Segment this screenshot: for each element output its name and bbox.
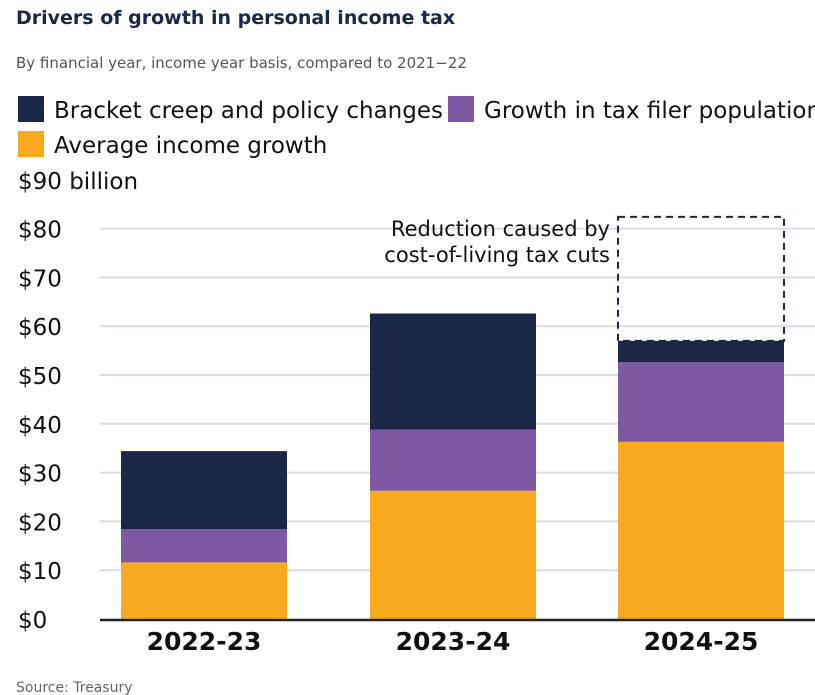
bar-segment [121, 562, 287, 619]
y-tick-label: $50 [18, 364, 62, 390]
y-tick-label: $60 [18, 315, 62, 341]
bar-segment [618, 441, 784, 619]
chart-title: Drivers of growth in personal income tax [16, 7, 455, 29]
bar-segment [121, 529, 287, 563]
y-tick-label: $40 [18, 413, 62, 439]
x-tick-label: 2023-24 [396, 627, 511, 656]
bar-segment [370, 313, 536, 430]
legend-label: Growth in tax filer population [484, 98, 815, 124]
legend-label: Average income growth [54, 133, 327, 159]
annotation-text: Reduction caused by [391, 217, 610, 241]
x-tick-label: 2022-23 [147, 627, 262, 656]
source-note: Source: Treasury [16, 680, 133, 695]
legend-swatch [18, 96, 44, 122]
legend-swatch [448, 96, 474, 122]
x-axis: 2022-23 2023-24 2024-25 [147, 627, 759, 656]
bar-segment [121, 451, 287, 530]
legend: Bracket creep and policy changes Growth i… [18, 96, 815, 159]
bar-segment [370, 490, 536, 619]
y-tick-label: $10 [18, 559, 62, 585]
reduction-dashed-box [617, 215, 785, 342]
bar-segment [370, 429, 536, 491]
y-axis: $0 $10 $20 $30 $40 $50 $60 $70 $80 $90 billion [18, 169, 138, 634]
y-tick-label: $20 [18, 510, 62, 536]
annotation-text: cost-of-living tax cuts [384, 243, 610, 267]
y-tick-label: $90 billion [18, 169, 138, 195]
x-tick-label: 2024-25 [644, 627, 759, 656]
chart-subtitle: By financial year, income year basis, co… [16, 54, 467, 72]
legend-label: Bracket creep and policy changes [54, 98, 443, 124]
y-tick-label: $0 [18, 608, 47, 634]
y-tick-label: $30 [18, 462, 62, 488]
y-tick-label: $70 [18, 266, 62, 292]
bars [121, 313, 784, 619]
y-tick-label: $80 [18, 218, 62, 244]
legend-swatch [18, 131, 44, 157]
bar-segment [618, 362, 784, 442]
bar-segment [618, 340, 784, 363]
